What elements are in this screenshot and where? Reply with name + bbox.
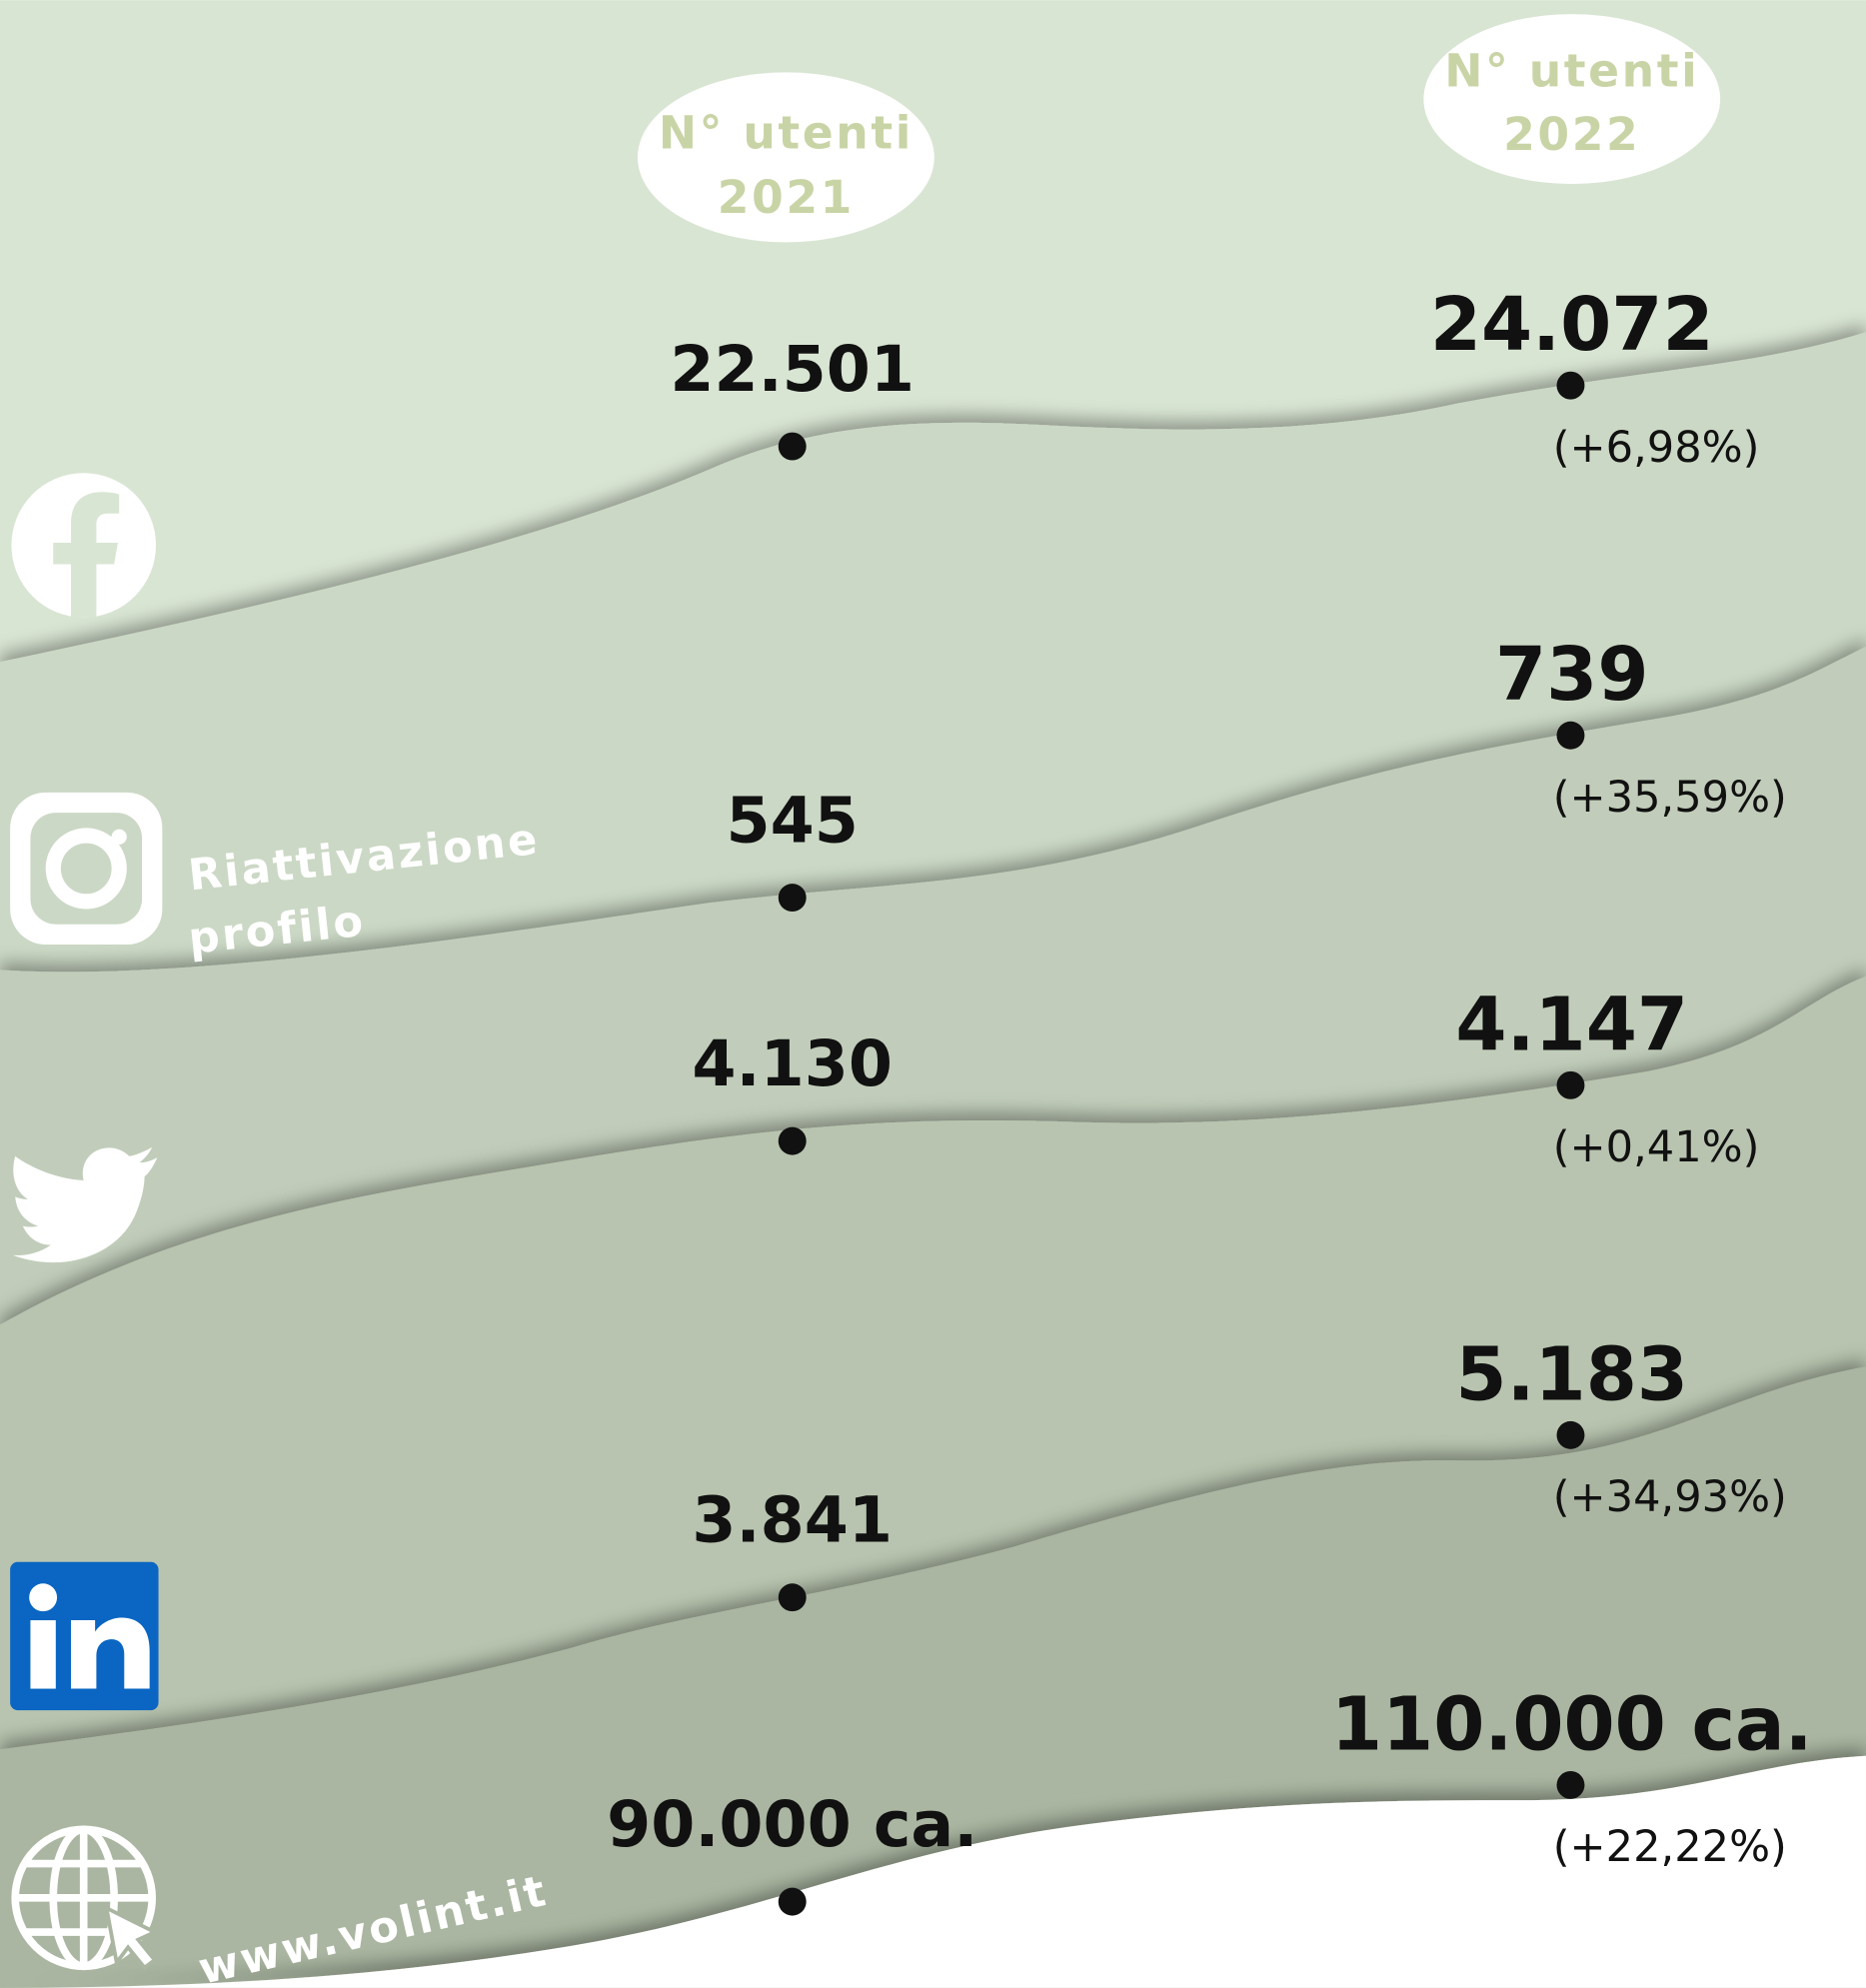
- value-2022: 5.183: [1455, 1332, 1688, 1417]
- value-2021: 3.841: [692, 1482, 893, 1556]
- dot: [778, 884, 807, 913]
- dot: [778, 432, 807, 461]
- facebook-icon: [11, 473, 157, 618]
- header: N° utenti: [659, 107, 914, 160]
- dot: [778, 1126, 807, 1155]
- web-icon: [11, 1825, 160, 1971]
- dot: [1556, 371, 1585, 400]
- dot: [1556, 1070, 1585, 1099]
- dot: [1556, 1420, 1585, 1449]
- dot: [1556, 721, 1585, 750]
- value-2021: 22.501: [670, 332, 915, 406]
- change: (+6,98%): [1553, 423, 1760, 473]
- value-2022: 24.072: [1430, 283, 1714, 368]
- change: (+35,59%): [1553, 773, 1787, 823]
- header-bubble: [637, 72, 934, 243]
- twitter-icon: [12, 1146, 158, 1263]
- header: 2021: [718, 171, 855, 224]
- value-2021: 545: [727, 783, 859, 857]
- value-2022: 110.000 ca.: [1331, 1682, 1813, 1767]
- linkedin-icon: [10, 1561, 159, 1711]
- value-2022: 739: [1495, 633, 1649, 718]
- dot: [778, 1583, 807, 1612]
- value-2021: 4.130: [692, 1026, 893, 1100]
- bottom: [0, 1755, 1866, 1988]
- dot: [778, 1887, 807, 1916]
- change: (+0,41%): [1553, 1122, 1760, 1172]
- value-2021: 90.000 ca.: [607, 1787, 977, 1861]
- header-bubble: [1423, 14, 1721, 185]
- rows: 22.501 24.072 (+6,98%) 545 739 (+35,59%) 4.130…: [607, 283, 1813, 1916]
- dot: [1556, 1770, 1585, 1799]
- change: (+22,22%): [1553, 1822, 1787, 1872]
- header: 2022: [1503, 108, 1640, 161]
- change: (+34,93%): [1553, 1472, 1787, 1522]
- instagram-icon: [10, 792, 163, 946]
- value-2022: 4.147: [1455, 983, 1688, 1067]
- header: N° utenti: [1444, 44, 1699, 97]
